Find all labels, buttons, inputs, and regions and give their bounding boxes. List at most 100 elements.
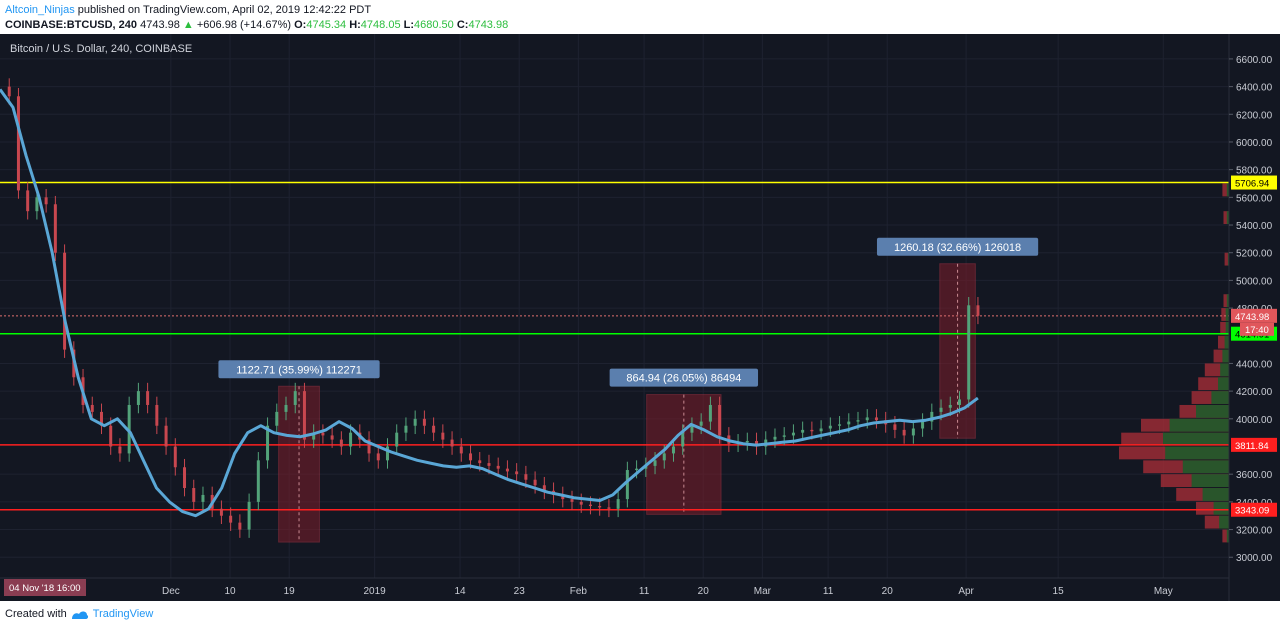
close-label: C: <box>456 19 469 31</box>
footer: Created with TradingView <box>5 608 153 620</box>
low-value: 4680.50 <box>414 19 454 31</box>
candle-body <box>828 425 832 429</box>
published-text: published on TradingView.com, April 02, … <box>77 4 372 16</box>
countdown-tag <box>1240 322 1274 336</box>
candle-body <box>16 96 20 191</box>
measure-label: 1260.18 (32.66%) 126018 <box>894 242 1021 254</box>
x-tick-label: 19 <box>284 586 296 597</box>
candle-body <box>404 425 408 433</box>
tradingview-logo-icon <box>71 610 88 619</box>
high-value: 4748.05 <box>360 19 401 31</box>
candle-body <box>459 446 463 454</box>
candle-body <box>708 404 712 422</box>
time-axis[interactable]: Dec 10 19 2019 14 23 Feb 11 20 Mar 11 20 Apr 15 May <box>162 586 1173 597</box>
candle-body <box>847 421 851 425</box>
high-label: H: <box>349 19 361 31</box>
candle-body <box>275 411 279 426</box>
start-date-tag <box>4 579 86 596</box>
volume-profile-bar-buy <box>1182 460 1229 474</box>
volume-profile-bar-buy <box>1213 501 1229 515</box>
x-tick-label: 11 <box>823 586 834 597</box>
candle-body <box>607 507 611 509</box>
candle-body <box>118 446 122 454</box>
candle-body <box>422 418 426 426</box>
x-tick-label: May <box>1154 586 1173 597</box>
y-tick-label: 5600.00 <box>1236 193 1273 204</box>
up-arrow-icon: ▲ <box>182 19 194 31</box>
candle-body <box>819 428 823 432</box>
candle-body <box>312 432 316 440</box>
x-tick-label: 15 <box>1053 586 1065 597</box>
measure-label-bg <box>609 368 759 387</box>
candle-body <box>330 435 334 440</box>
candle-body <box>635 468 639 471</box>
volume-profile-bar-buy <box>1169 418 1229 432</box>
volume-profile-bar-buy <box>1225 308 1229 321</box>
volume-profile-bar-sell <box>1218 335 1229 349</box>
candle-body <box>579 501 583 505</box>
candle-body <box>478 460 482 464</box>
volume-profile-bar-sell <box>1221 308 1229 321</box>
y-tick-label: 6000.00 <box>1236 138 1273 149</box>
price-change: +606.98 (+14.67%) <box>196 19 292 31</box>
candle-body <box>432 425 436 433</box>
y-tick-label: 5400.00 <box>1236 221 1273 232</box>
price-chart[interactable]: 1122.71 (35.99%) 112271 864.94 (26.05%) 8… <box>0 34 1280 601</box>
candle-body <box>99 411 103 426</box>
volume-profile-bar-buy <box>1225 321 1229 335</box>
candle-body <box>450 439 454 447</box>
y-tick-label: 4200.00 <box>1236 387 1273 398</box>
author-link[interactable]: Altcoin_Ninjas <box>5 4 75 16</box>
y-tick-label: 6600.00 <box>1236 55 1273 66</box>
candle-body <box>542 485 546 491</box>
candle-body <box>505 468 509 472</box>
close-value: 4743.98 <box>468 19 509 31</box>
y-tick-label: 5800.00 <box>1236 166 1273 177</box>
ohlc-line: COINBASE:BTCUSD, 240 4743.98 ▲ +606.98 (… <box>5 18 508 33</box>
candle-body <box>791 432 795 436</box>
resistance-line-price-label: 5706.94 <box>1235 179 1269 190</box>
resistance-line-price-tag <box>1231 175 1277 190</box>
volume-profile-bar-buy <box>1191 474 1229 488</box>
candle-body <box>7 86 11 97</box>
volume-profile-bar-sell <box>1224 252 1229 266</box>
last-price: 4743.98 <box>140 19 180 31</box>
candle-body <box>598 506 602 508</box>
countdown-label: 17:40 <box>1245 325 1269 336</box>
candle-body <box>533 479 537 486</box>
volume-profile-bar-buy <box>1202 488 1229 501</box>
candle-body <box>385 446 389 461</box>
candle-body <box>256 460 260 502</box>
candle-body <box>902 429 906 436</box>
candle-body <box>90 404 94 412</box>
support-line-lower-price-tag <box>1231 502 1277 517</box>
x-tick-label: Mar <box>754 586 772 597</box>
candle-body <box>496 465 500 469</box>
y-tick-label: 3000.00 <box>1236 553 1273 564</box>
candle-body <box>911 428 915 436</box>
candle-body <box>266 425 270 461</box>
measure-label: 864.94 (26.05%) 86494 <box>626 373 741 385</box>
y-tick-label: 3600.00 <box>1236 470 1273 481</box>
volume-profile-bar-sell <box>1222 183 1229 197</box>
candle-body <box>948 404 952 408</box>
candle-body <box>976 305 980 316</box>
candle-body <box>616 499 620 509</box>
y-tick-label: 4400.00 <box>1236 359 1273 370</box>
candle-body <box>773 436 777 440</box>
candle-body <box>561 494 565 500</box>
support-line-upper-price-tag <box>1231 437 1277 452</box>
current-price-tag <box>1231 308 1277 323</box>
support-line-lower-price-label: 3343.09 <box>1235 506 1269 517</box>
candle-body <box>681 432 685 447</box>
chart-header: Altcoin_Ninjas published on TradingView.… <box>5 3 508 33</box>
tradingview-brand[interactable]: TradingView <box>92 608 154 620</box>
volume-profile-bar-buy <box>1222 349 1229 363</box>
candle-body <box>838 424 842 426</box>
x-tick-label: 23 <box>514 586 526 597</box>
y-tick-label: 3200.00 <box>1236 526 1273 537</box>
y-tick-label: 6400.00 <box>1236 83 1273 94</box>
candle-body <box>671 446 675 454</box>
price-axis[interactable]: 3000.003200.003400.003600.004000.004200.… <box>1229 55 1273 564</box>
candle-body <box>26 190 30 212</box>
